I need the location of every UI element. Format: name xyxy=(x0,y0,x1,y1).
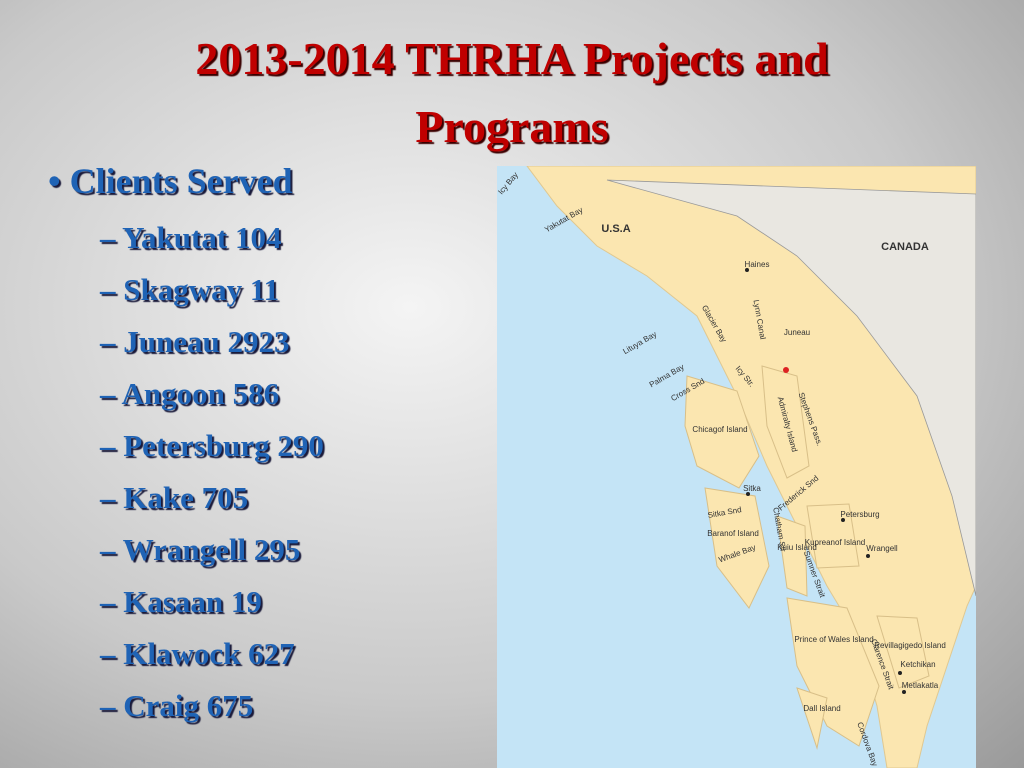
map-label: Kuiu Island xyxy=(777,543,817,552)
list-item: – Angoon 586 xyxy=(100,376,280,411)
item-text: Juneau 2923 xyxy=(123,324,290,359)
map-label: Dall Island xyxy=(803,704,840,713)
list-item: – Klawock 627 xyxy=(100,636,295,671)
town-marker xyxy=(746,492,750,496)
map-label: Prince of Wales Island xyxy=(794,635,873,644)
town-marker xyxy=(745,268,749,272)
title: Programs xyxy=(415,101,609,152)
item-text: Petersburg 290 xyxy=(123,428,324,463)
town-marker xyxy=(902,690,906,694)
map-label: U.S.A xyxy=(601,223,630,235)
map-label: CANADA xyxy=(881,241,929,253)
town-marker xyxy=(841,518,845,522)
map-label: Haines xyxy=(745,260,770,269)
item-text: Angoon 586 xyxy=(121,376,280,411)
list-item: – Skagway 11 xyxy=(100,272,280,307)
town-marker xyxy=(783,367,789,373)
item-text: Wrangell 295 xyxy=(122,532,301,567)
map-label: Kupreanof Island xyxy=(805,538,866,547)
map-label: Wrangell xyxy=(866,544,898,553)
map-label: Sitka xyxy=(743,484,761,493)
item-text: Craig 675 xyxy=(123,688,254,723)
map-label: Chicagof Island xyxy=(692,425,747,434)
list-item: – Kasaan 19 xyxy=(100,584,262,619)
list-item: – Craig 675 xyxy=(100,688,254,723)
islands xyxy=(684,365,930,750)
map-label: Petersburg xyxy=(840,510,879,519)
town-marker xyxy=(898,671,902,675)
heading-text: Clients Served xyxy=(69,161,293,201)
item-text: Kasaan 19 xyxy=(123,584,262,619)
list-item: – Yakutat 104 xyxy=(100,220,282,255)
list-item: – Kake 705 xyxy=(100,480,249,515)
canada xyxy=(606,179,976,597)
list-item: – Wrangell 295 xyxy=(100,532,301,567)
town-marker xyxy=(866,554,870,558)
list-item: – Juneau 2923 xyxy=(100,324,290,359)
map-label: Baranof Island xyxy=(707,529,759,538)
item-text: Kake 705 xyxy=(123,480,249,515)
map-label: Ketchikan xyxy=(900,660,935,669)
map-label: Metlakatla xyxy=(902,681,939,690)
title: 2013-2014 THRHA Projects and xyxy=(195,33,829,84)
item-text: Skagway 11 xyxy=(123,272,280,307)
list-item: – Petersburg 290 xyxy=(100,428,324,463)
item-text: Yakutat 104 xyxy=(122,220,282,255)
list-heading: • Clients Served xyxy=(48,161,293,201)
item-text: Klawock 627 xyxy=(123,636,295,671)
map-label: Juneau xyxy=(784,328,810,337)
map-label: Revillagigedo Island xyxy=(874,641,946,650)
